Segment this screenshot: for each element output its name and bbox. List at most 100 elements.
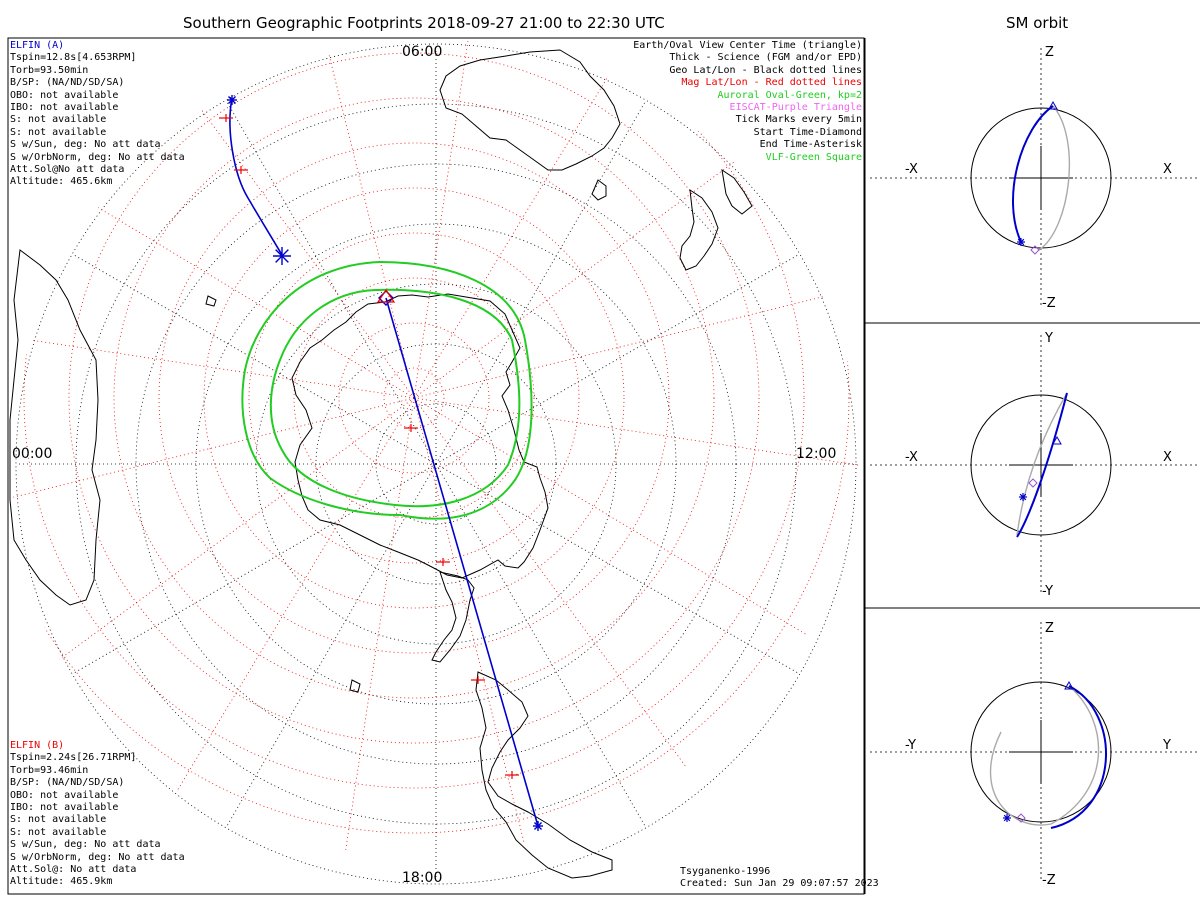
mag-lon-line-4 — [344, 397, 415, 853]
p1-bottom: -Z — [1042, 296, 1056, 311]
elfin-a-line-10: Altitude: 465.6km — [10, 176, 113, 188]
orbit-panel-yz-triangle — [1064, 680, 1074, 690]
orbit-panel-xy-triangle — [1052, 435, 1062, 445]
mag-lon-line-9 — [19, 160, 415, 399]
elfin-a-track-segment-1 — [229, 97, 283, 256]
elfin-a-name: ELFIN (A) — [10, 40, 65, 51]
geo-lon-line-7 — [72, 253, 437, 465]
orbit-panels — [870, 48, 1200, 882]
legend-item-1: Thick - Science (FGM and/or EPD) — [669, 52, 862, 64]
australia-coast — [439, 49, 621, 171]
auroral-oval-inner — [269, 288, 521, 508]
legend-item-8: End Time-Asterisk — [759, 139, 862, 151]
elfin-a-line-0: Tspin=12.8s[4.653RPM] — [10, 52, 137, 64]
mag-lon-line-12 — [413, 40, 484, 399]
elfin-b-line-5: S: not available — [10, 814, 107, 826]
elfin-b-line-0: Tspin=2.24s[26.71RPM] — [10, 752, 137, 764]
new-zealand-north-coast — [721, 168, 753, 215]
orbit-panel-xz — [870, 48, 1200, 308]
legend-item-3: Mag Lat/Lon - Red dotted lines — [681, 77, 862, 89]
elfin-a-line-2: B/SP: (NA/ND/SD/SA) — [10, 77, 125, 89]
p3-left: -Y — [905, 738, 917, 753]
elfin-b-line-2: B/SP: (NA/ND/SD/SA) — [10, 777, 125, 789]
elfin-a-line-5: S: not available — [10, 114, 107, 126]
p1-left: -X — [905, 162, 918, 177]
footer: Tsyganenko-1996 Created: Sun Jan 29 09:0… — [680, 866, 879, 891]
mag-lon-line-7 — [12, 397, 415, 509]
orbit-panel-xz-orbit-track — [1012, 105, 1054, 243]
auroral-oval-outer — [241, 260, 533, 520]
mag-lon-line-8 — [12, 328, 415, 399]
kerguelen-coast — [205, 295, 217, 307]
mag-lat-circle-9 — [12, 40, 850, 834]
antarctic-peninsula-coast — [431, 571, 475, 663]
orbit-panel-xy-orbit-other — [1016, 392, 1068, 536]
elfin-b-line-6: S: not available — [10, 826, 107, 838]
elfin-b-lines: Tspin=2.24s[26.71RPM] Torb=93.46min B/SP: … — [10, 752, 185, 888]
track-end-asterisk — [533, 821, 543, 831]
auroral-ovals — [241, 260, 533, 520]
elfin-b-name: ELFIN (B) — [10, 740, 65, 751]
elfin-a-line-4: IBO: not available — [10, 102, 119, 114]
mag-lat-circle-3 — [248, 232, 580, 564]
mag-lat-circle-1 — [338, 322, 490, 474]
geo-lon-line-5 — [72, 463, 437, 675]
elfin-b-line-1: Torb=93.46min — [10, 764, 89, 776]
p2-right: X — [1163, 450, 1172, 465]
elfin-a-lines: Tspin=12.8s[4.653RPM] Torb=93.50min B/SP: … — [10, 52, 185, 188]
mag-lat-circle-5 — [158, 142, 670, 654]
p1-right: X — [1163, 162, 1172, 177]
legend-item-5: EISCAT-Purple Triangle — [729, 102, 862, 114]
p1-top: Z — [1045, 45, 1054, 60]
geo-lon-line-1 — [435, 463, 800, 675]
elfin-b-line-3: OBO: not available — [10, 789, 119, 801]
lt-label-right: 12:00 — [796, 446, 837, 462]
track-segment-end-asterisk — [273, 247, 291, 265]
model-label: Tsyganenko-1996 — [680, 866, 771, 877]
orbit-panel-xy — [870, 335, 1200, 595]
view-center-triangle — [376, 288, 396, 303]
africa-coast — [9, 249, 101, 606]
orbit-panel-yz-earth — [970, 681, 1112, 823]
orbit-panel-xy-earth — [970, 394, 1112, 536]
map-grid — [12, 40, 860, 885]
orbit-panel-xy-orbit-track — [1016, 392, 1068, 538]
mag-lon-line-11 — [303, 40, 415, 399]
mag-lat-circle-4 — [203, 187, 625, 609]
mag-lon-line-0 — [413, 397, 860, 468]
elfin-a-line-7: S w/Sun, deg: No att data — [10, 139, 161, 151]
mag-lon-line-2 — [413, 397, 688, 769]
p3-right: Y — [1163, 738, 1171, 753]
orbit-panel-yz-asterisk — [1003, 814, 1011, 822]
elfin-a-line-9: Att.Sol@No att data — [10, 164, 125, 176]
p2-top: Y — [1045, 331, 1053, 346]
elfin-b-line-9: Att.Sol@: No att data — [10, 864, 137, 876]
lt-label-left: 00:00 — [12, 446, 53, 462]
elfin-a-line-3: OBO: not available — [10, 89, 119, 101]
elfin-a-line-8: S w/OrbNorm, deg: No att data — [10, 151, 185, 163]
elfin-b-line-7: S w/Sun, deg: No att data — [10, 839, 161, 851]
elfin-b-info: ELFIN (B) Tspin=2.24s[26.71RPM] Torb=93.4… — [10, 740, 185, 889]
antarctica-coast — [291, 293, 549, 579]
mag-lon-line-14 — [413, 124, 785, 399]
mag-lon-line-1 — [413, 397, 809, 636]
elfin-a-line-6: S: not available — [10, 126, 107, 138]
orbit-panel-xz-asterisk — [1017, 238, 1025, 246]
mag-lat-circle-7 — [68, 52, 760, 744]
side-title: SM orbit — [1006, 14, 1069, 32]
mag-lon-line-3 — [413, 397, 525, 845]
mag-lon-line-15 — [413, 287, 860, 399]
legend: Earth/Oval View Center Time (triangle) Th… — [633, 40, 862, 164]
geo-lon-line-11 — [435, 253, 800, 465]
orbit-panel-xz-orbit-other — [1038, 105, 1071, 251]
created-label: Created: Sun Jan 29 09:07:57 2023 — [680, 878, 879, 890]
mag-lat-circle-6 — [113, 97, 715, 699]
orbit-panel-yz — [870, 622, 1200, 882]
geo-lon-line-2 — [435, 463, 647, 828]
legend-item-9: VLF-Green Square — [765, 151, 862, 163]
geo-lon-line-8 — [225, 100, 437, 465]
orbit-panel-xy-asterisk — [1019, 493, 1027, 501]
mag-lon-line-5 — [176, 397, 415, 793]
elfin-b-line-8: S w/OrbNorm, deg: No att data — [10, 851, 185, 863]
